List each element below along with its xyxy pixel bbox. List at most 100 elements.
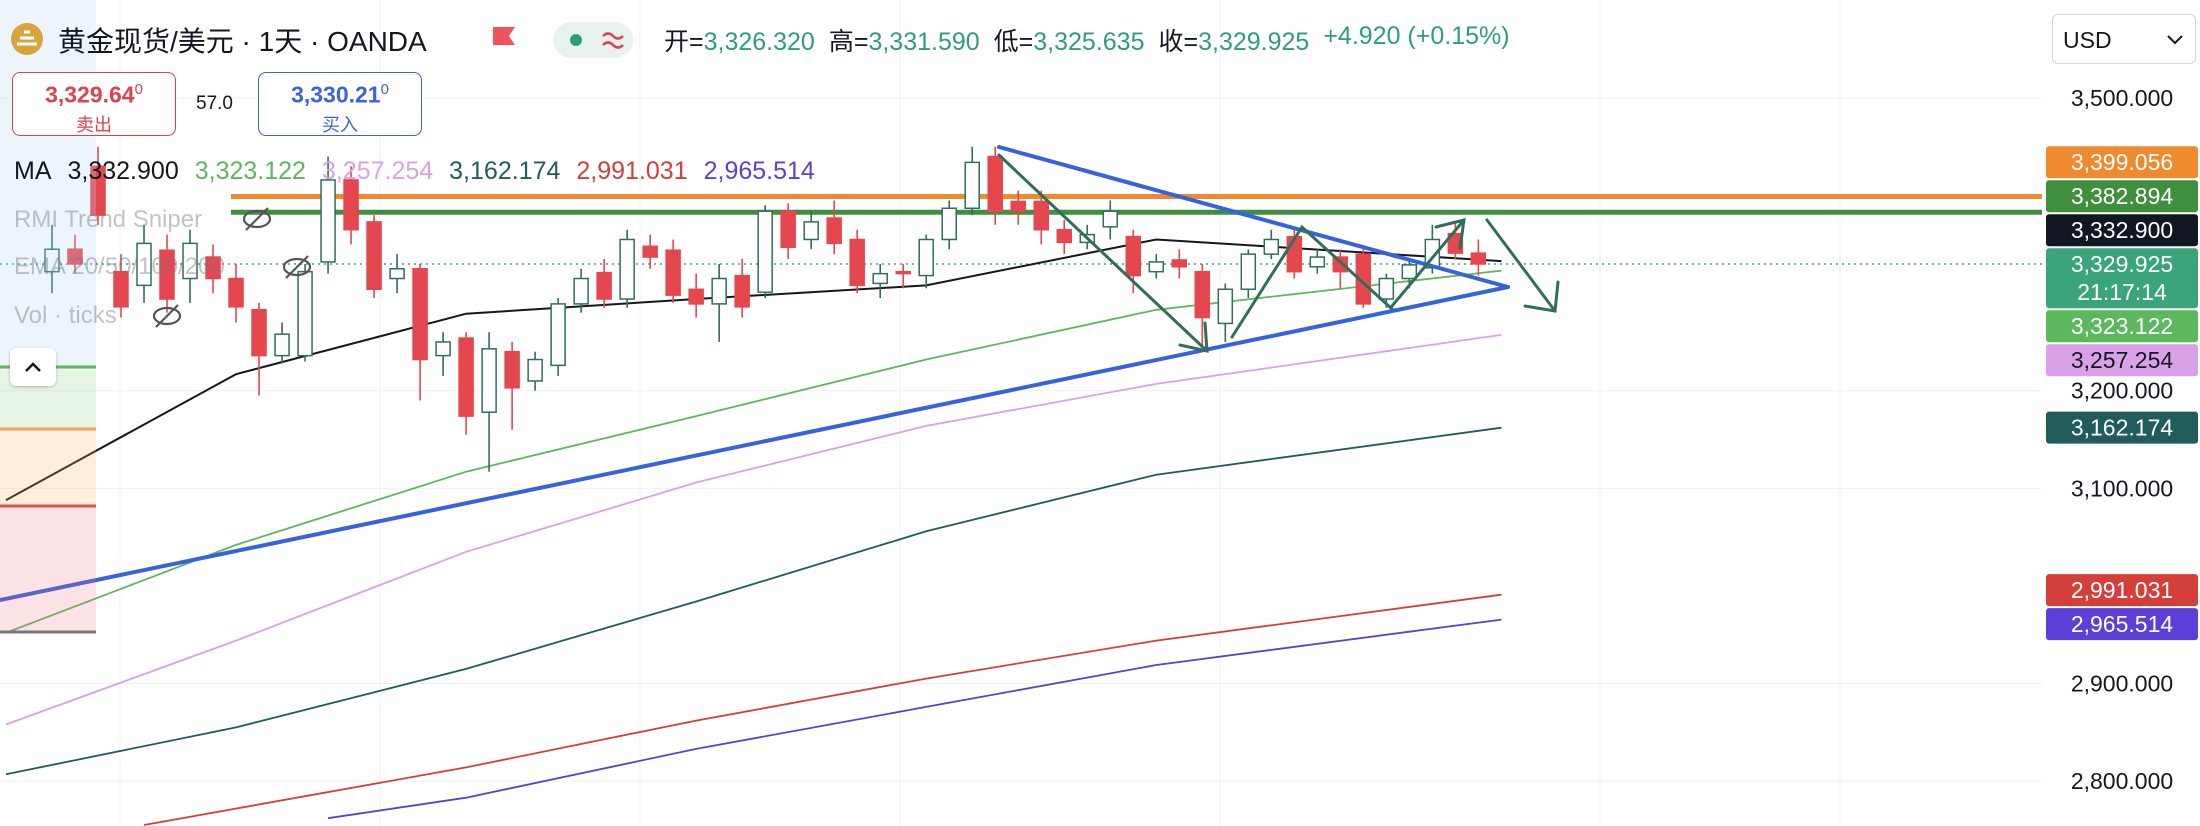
price-badge-label: 3,257.254 <box>2071 347 2174 373</box>
sell-price-sup: 0 <box>134 81 143 98</box>
candle-body <box>1171 259 1188 268</box>
price-badge <box>2046 310 2198 343</box>
arrow <box>1230 224 1394 339</box>
candle-body <box>619 238 635 300</box>
price-badge <box>2046 344 2198 377</box>
candle-body <box>1033 200 1049 231</box>
candle-body <box>964 161 980 210</box>
symbol-title[interactable]: 黄金现货/美元 · 1天 · OANDA <box>58 26 427 57</box>
price-badge <box>2046 608 2198 641</box>
arrow-head <box>1523 280 1560 313</box>
candle-body <box>343 179 359 231</box>
ma-value: 3,257.254 <box>321 157 434 185</box>
ohlc-item: 开=3,326.320 <box>664 22 815 58</box>
candle-body <box>44 248 60 273</box>
price-badge <box>2046 248 2198 309</box>
ohlc-value: 3,329.925 <box>1198 28 1310 56</box>
ohlc-item: 高=3,331.590 <box>829 22 980 58</box>
price-badge <box>2046 574 2198 607</box>
candle-body <box>1010 200 1026 212</box>
buy-price: 3,330.21 <box>291 81 381 108</box>
candle-body <box>481 348 497 413</box>
candle-body <box>918 238 934 277</box>
flag-icon[interactable] <box>493 27 515 45</box>
buy-button[interactable]: 3,330.210 买入 <box>258 72 422 136</box>
ohlc-item: 低=3,325.635 <box>994 22 1145 58</box>
buy-price-wrap: 3,330.210 <box>259 81 421 109</box>
candle-body <box>665 249 681 296</box>
zone <box>0 0 96 367</box>
candle-body <box>251 309 267 357</box>
candle-body <box>734 274 750 308</box>
ma-value: 2,965.514 <box>703 157 815 185</box>
price-badge-label: 3,323.122 <box>2071 313 2173 339</box>
indicator-name[interactable]: Vol · ticks <box>14 302 117 329</box>
candle-body <box>803 221 819 241</box>
background-layer <box>119 0 1841 826</box>
ohlc-label: 低= <box>993 28 1034 56</box>
logo-mark <box>17 30 37 46</box>
eye-icon[interactable] <box>282 257 312 277</box>
candle-body <box>1056 228 1073 244</box>
ohlc-label: 收= <box>1158 28 1199 56</box>
price-badge <box>2046 180 2198 213</box>
candle-body <box>1125 235 1142 277</box>
toggle[interactable] <box>553 22 633 58</box>
candle-body <box>458 337 474 417</box>
ohlc-row: 开=3,326.320 高=3,331.590 低=3,325.635 收=3,… <box>664 22 1510 58</box>
candle-body <box>366 221 382 291</box>
arrow <box>1390 218 1466 308</box>
ohlc-value: 3,326.320 <box>703 28 815 56</box>
candle-body <box>1309 256 1326 268</box>
ma-line <box>143 593 1502 826</box>
eye-icon[interactable] <box>152 306 182 326</box>
arrow <box>997 153 1209 353</box>
price-badge-label: 3,399.056 <box>2071 149 2173 175</box>
collapse-icon <box>25 362 41 372</box>
candle-body <box>642 245 658 258</box>
drawings <box>0 145 1560 602</box>
buy-price-sup: 0 <box>380 81 389 98</box>
candle-body <box>1240 253 1257 291</box>
ma-line <box>5 269 1502 634</box>
candle-body <box>182 242 198 280</box>
price-badge-label: 3,332.900 <box>2071 217 2173 243</box>
eye-slash <box>245 207 269 231</box>
price-badge-label: 3,329.925 <box>2071 251 2173 277</box>
sell-price-wrap: 3,329.640 <box>13 81 175 109</box>
candle-body <box>90 165 106 216</box>
candle-body <box>1194 270 1211 319</box>
price-badge-label: 3,382.894 <box>2071 183 2174 209</box>
trend-line <box>0 285 1510 602</box>
ma-legend: MA 3,332.900 3,323.122 3,257.254 3,162.174 2… <box>14 157 815 186</box>
candle-body <box>527 358 543 382</box>
candle-body <box>435 341 451 357</box>
sell-button[interactable]: 3,329.640 卖出 <box>12 72 176 136</box>
eye-icon[interactable] <box>242 209 272 229</box>
indicator-name[interactable]: RMI Trend Sniper <box>14 206 203 233</box>
collapse-button[interactable] <box>10 348 56 386</box>
y-tick-label: 2,900.000 <box>2071 671 2173 697</box>
ma-value: 2,991.031 <box>576 157 688 185</box>
candle-body <box>573 277 589 305</box>
candle-body <box>711 277 727 305</box>
ma-value: 3,323.122 <box>194 157 306 185</box>
arrow-head <box>1434 218 1466 250</box>
zone <box>0 429 96 506</box>
candle-body <box>159 249 175 300</box>
ohlc-value: 3,331.590 <box>868 28 980 56</box>
candle-body <box>389 268 405 280</box>
candle-body <box>1470 252 1487 265</box>
ohlc-label: 开= <box>664 28 704 56</box>
candle-body <box>826 217 842 245</box>
candle-body <box>504 350 520 389</box>
candle-body <box>1401 264 1418 280</box>
currency-select[interactable]: USD <box>2052 14 2196 64</box>
price-badge-label: 2,991.031 <box>2071 577 2173 603</box>
candle-body <box>136 242 152 287</box>
ma-value: 3,332.900 <box>67 157 179 185</box>
indicator-name[interactable]: EMA 20/50/100/200 <box>14 253 225 280</box>
ma-value: 3,162.174 <box>449 157 561 185</box>
candle-body <box>1148 261 1165 273</box>
price-badge <box>2046 146 2198 179</box>
